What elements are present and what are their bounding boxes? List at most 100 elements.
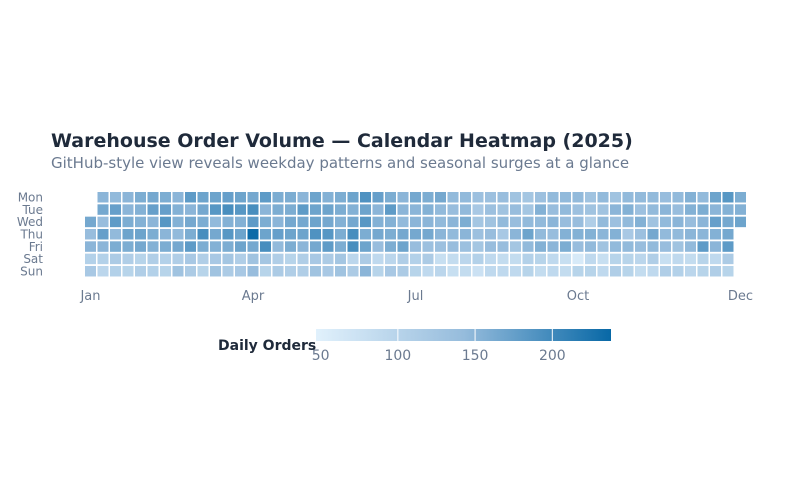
heatmap-cell <box>110 253 121 265</box>
heatmap-cell <box>122 228 134 240</box>
heatmap-cell <box>435 228 446 240</box>
day-label: Mon <box>18 191 43 205</box>
heatmap-cell <box>310 228 321 240</box>
heatmap-cell <box>97 265 109 277</box>
heatmap-cell <box>660 241 671 252</box>
heatmap-cell <box>85 265 96 277</box>
heatmap-cell <box>447 228 459 240</box>
heatmap-cell <box>672 192 684 203</box>
heatmap-cell <box>422 192 434 203</box>
heatmap-cell <box>560 204 571 215</box>
heatmap-cell <box>397 204 409 215</box>
heatmap-cell <box>322 228 334 240</box>
heatmap-cell <box>472 192 484 203</box>
heatmap-cell <box>522 228 534 240</box>
heatmap-cell <box>622 216 634 228</box>
heatmap-cell <box>172 228 184 240</box>
heatmap-cell <box>597 241 609 252</box>
heatmap-cell <box>397 265 409 277</box>
heatmap-cell <box>372 228 384 240</box>
heatmap-cell <box>297 192 309 203</box>
color-legend: 50 100 150 200 <box>312 329 611 364</box>
heatmap-cell <box>435 253 446 265</box>
heatmap-cell <box>210 253 221 265</box>
heatmap-cell <box>410 241 421 252</box>
heatmap-cell <box>735 216 746 228</box>
heatmap-cell <box>697 216 709 228</box>
heatmap-cell <box>385 265 396 277</box>
heatmap-cell <box>697 192 709 203</box>
month-label: Dec <box>728 289 753 304</box>
heatmap-cell <box>347 216 359 228</box>
heatmap-cell <box>610 241 621 252</box>
heatmap-cell <box>485 204 496 215</box>
heatmap-cell <box>85 253 96 265</box>
heatmap-cell <box>335 192 346 203</box>
heatmap-cell <box>297 241 309 252</box>
colorbar-tick-label: 50 <box>312 348 330 364</box>
heatmap-cell <box>260 204 271 215</box>
heatmap-cell <box>572 216 584 228</box>
heatmap-cell <box>297 265 309 277</box>
heatmap-cell <box>660 204 671 215</box>
heatmap-cell <box>385 253 396 265</box>
heatmap-cell <box>622 192 634 203</box>
heatmap-cell <box>235 204 246 215</box>
heatmap-cell <box>385 192 396 203</box>
heatmap-cell <box>147 265 159 277</box>
heatmap-cell <box>85 241 96 252</box>
heatmap-cell <box>210 265 221 277</box>
heatmap-cell <box>322 253 334 265</box>
heatmap-cell <box>435 265 446 277</box>
heatmap-cell <box>585 192 596 203</box>
heatmap-cell <box>260 265 271 277</box>
heatmap-cell <box>135 204 146 215</box>
heatmap-cell <box>460 228 471 240</box>
heatmap-cell <box>260 216 271 228</box>
heatmap-cell <box>347 265 359 277</box>
heatmap-cell <box>647 253 659 265</box>
heatmap-cell <box>322 241 334 252</box>
heatmap-cell <box>722 265 734 277</box>
day-label: Sat <box>23 252 43 266</box>
heatmap-cell <box>510 265 521 277</box>
heatmap-cell <box>97 216 109 228</box>
heatmap-cell <box>697 204 709 215</box>
heatmap-cell <box>685 204 696 215</box>
heatmap-cell <box>647 216 659 228</box>
heatmap-cell <box>160 228 171 240</box>
heatmap-cell <box>660 228 671 240</box>
heatmap-cell <box>335 204 346 215</box>
day-label: Thu <box>19 227 43 241</box>
heatmap-cell <box>285 228 296 240</box>
heatmap-cell <box>722 216 734 228</box>
heatmap-cell <box>597 216 609 228</box>
heatmap-cell <box>685 241 696 252</box>
heatmap-cell <box>685 192 696 203</box>
heatmap-cell <box>522 216 534 228</box>
heatmap-cell <box>272 204 284 215</box>
heatmap-cell <box>285 192 296 203</box>
heatmap-cell <box>560 216 571 228</box>
heatmap-cell <box>610 253 621 265</box>
heatmap-cell <box>485 253 496 265</box>
heatmap-cell <box>697 228 709 240</box>
heatmap-cell <box>110 204 121 215</box>
heatmap-cell <box>660 265 671 277</box>
heatmap-cell <box>322 265 334 277</box>
heatmap-cell <box>247 253 259 265</box>
heatmap-cell <box>472 265 484 277</box>
heatmap-cell <box>635 241 646 252</box>
month-label: Apr <box>242 289 265 304</box>
heatmap-cell <box>285 241 296 252</box>
heatmap-cell <box>172 216 184 228</box>
heatmap-cell <box>610 228 621 240</box>
heatmap-cell <box>635 216 646 228</box>
heatmap-cell <box>647 228 659 240</box>
heatmap-cell <box>272 192 284 203</box>
heatmap-cell <box>297 204 309 215</box>
heatmap-cell <box>172 204 184 215</box>
heatmap-cell <box>122 192 134 203</box>
heatmap-cell <box>585 265 596 277</box>
